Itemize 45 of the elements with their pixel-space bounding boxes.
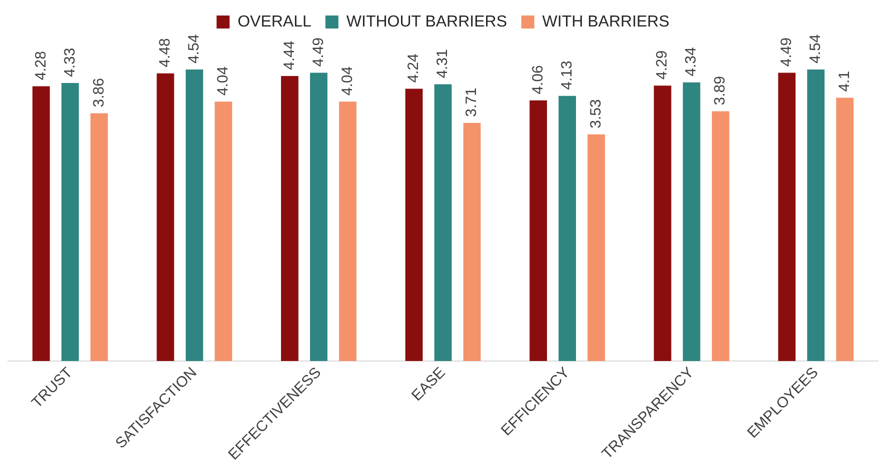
data-label: 3.89 xyxy=(712,76,729,106)
data-label: 4.29 xyxy=(654,50,671,80)
bar xyxy=(214,102,232,362)
bar xyxy=(682,82,700,362)
data-label: 4.31 xyxy=(434,49,452,78)
data-label: 4.06 xyxy=(529,65,546,94)
bar xyxy=(186,70,204,362)
data-label: 4.34 xyxy=(682,47,700,76)
bar xyxy=(530,100,547,362)
data-label: 4.24 xyxy=(405,54,422,83)
data-label: 4.48 xyxy=(156,38,174,68)
bar xyxy=(558,96,576,362)
bar xyxy=(339,102,356,362)
bar xyxy=(434,84,452,362)
bar xyxy=(463,122,481,362)
data-label: 4.49 xyxy=(778,38,795,67)
data-label: 4.54 xyxy=(186,34,203,64)
data-label: 4.1 xyxy=(836,70,853,92)
bar xyxy=(281,76,298,362)
data-label: 4.49 xyxy=(310,38,327,67)
bar xyxy=(32,86,50,362)
legend-label: WITH BARRIERS xyxy=(542,13,670,30)
data-label: 4.28 xyxy=(32,51,50,80)
bar xyxy=(90,113,108,362)
data-label: 3.86 xyxy=(90,78,108,108)
bar xyxy=(405,88,423,362)
bar xyxy=(778,72,796,362)
data-label: 4.33 xyxy=(61,48,78,78)
bar xyxy=(61,83,79,362)
bar xyxy=(310,72,328,362)
legend-label: WITHOUT BARRIERS xyxy=(346,13,508,30)
data-label: 4.13 xyxy=(558,60,576,90)
bar xyxy=(654,86,672,362)
data-label: 4.04 xyxy=(214,66,232,96)
bar xyxy=(836,98,854,362)
bar xyxy=(156,73,174,362)
bar xyxy=(807,70,825,362)
data-label: 4.44 xyxy=(280,40,298,70)
bar xyxy=(588,134,605,362)
legend-label: OVERALL xyxy=(238,13,312,30)
data-label: 4.54 xyxy=(807,34,824,64)
data-label: 3.71 xyxy=(463,88,480,117)
data-label: 4.04 xyxy=(338,66,356,96)
bar xyxy=(712,111,730,362)
data-label: 3.53 xyxy=(587,99,604,128)
